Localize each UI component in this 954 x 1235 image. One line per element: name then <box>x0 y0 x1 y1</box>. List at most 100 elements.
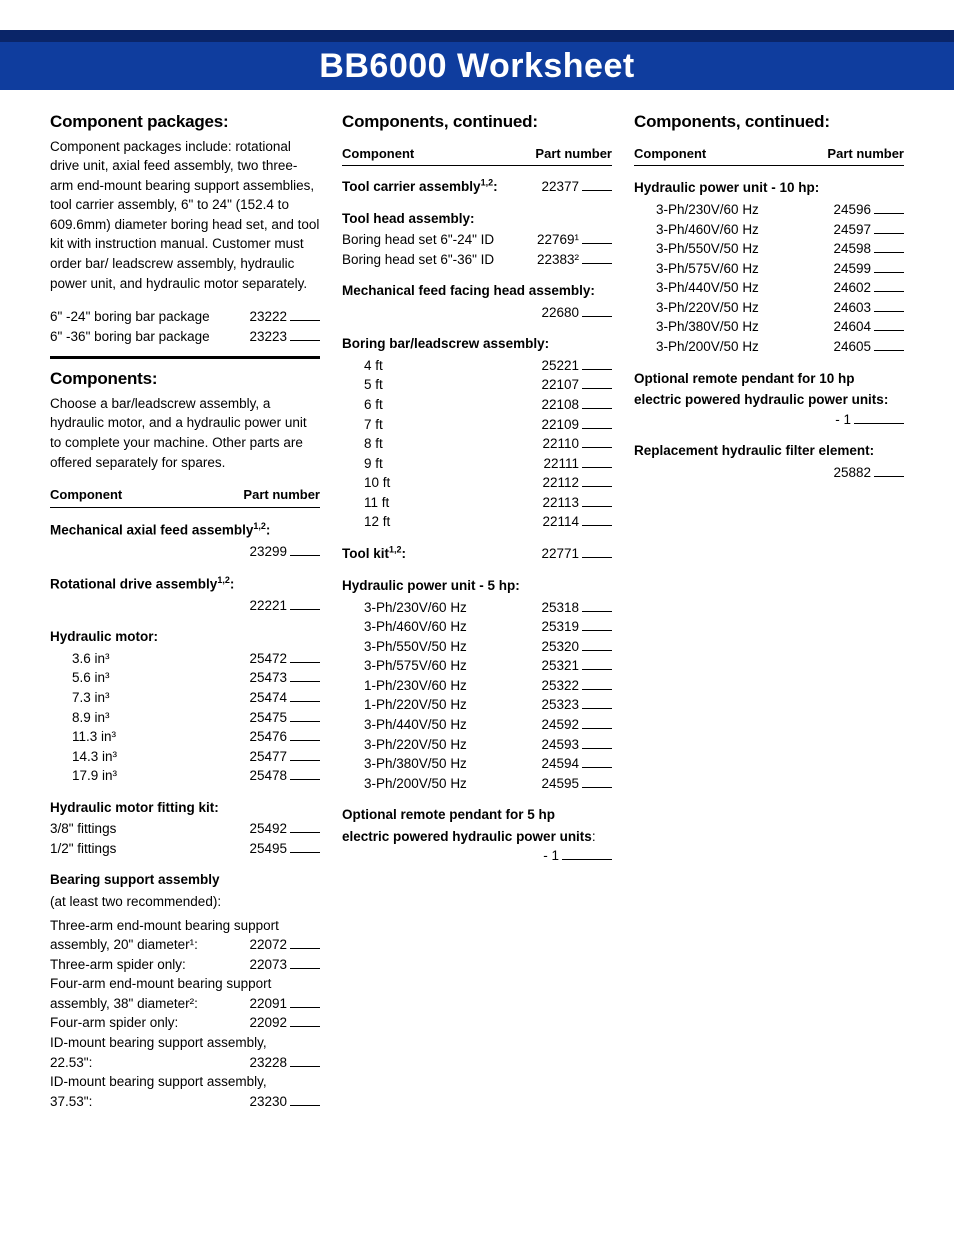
group-title: Hydraulic motor fitting kit: <box>50 798 320 818</box>
table-row: 3-Ph/220V/50 Hz24603 <box>634 298 904 318</box>
group-title: Tool head assembly: <box>342 209 612 229</box>
row-pn: 24592 <box>535 715 612 735</box>
row-label: 3-Ph/380V/50 Hz <box>342 754 535 774</box>
table-row: 3-Ph/575V/60 Hz25321 <box>342 656 612 676</box>
row-pn: 23299 <box>50 542 320 562</box>
pendant10-value: - 1 <box>634 410 904 430</box>
divider-rule <box>50 356 320 359</box>
content-columns: Component packages: Component packages i… <box>0 110 954 1151</box>
row-label: Three-arm spider only: <box>50 955 243 975</box>
table-row: 9 ft22111 <box>342 454 612 474</box>
table-row: 6" -24" boring bar package 23222 <box>50 307 320 327</box>
group-title: Mechanical axial feed assembly1,2: <box>50 520 320 540</box>
table-row: 12 ft22114 <box>342 512 612 532</box>
row-label: 3/8" fittings <box>50 819 243 839</box>
table-row: 3-Ph/440V/50 Hz24602 <box>634 278 904 298</box>
row-label: 8.9 in³ <box>50 708 243 728</box>
pendant5-value: - 1 <box>342 846 612 866</box>
row-label: 3-Ph/550V/50 Hz <box>634 239 827 259</box>
row-pn: 22092 <box>243 1013 320 1033</box>
table-row: Boring head set 6"-24" ID22769¹ <box>342 230 612 250</box>
row-label: 3-Ph/200V/50 Hz <box>634 337 827 357</box>
table-row: 3-Ph/440V/50 Hz24592 <box>342 715 612 735</box>
row-label: 6" -36" boring bar package <box>50 327 243 347</box>
heading-components: Components: <box>50 367 320 392</box>
row-label: assembly, 38" diameter²: <box>50 994 243 1014</box>
heading-components-continued: Components, continued: <box>634 110 904 135</box>
row-label: 1-Ph/230V/60 Hz <box>342 676 535 696</box>
row-pn: 22111 <box>537 454 612 474</box>
row-label: 8 ft <box>342 434 536 454</box>
table-row: 3-Ph/575V/60 Hz24599 <box>634 259 904 279</box>
row-pn: 24594 <box>535 754 612 774</box>
column-2: Components, continued: Component Part nu… <box>342 110 612 1111</box>
row-pn: 24605 <box>827 337 904 357</box>
row-label: Tool carrier assembly1,2: <box>342 176 535 196</box>
table-row: 4 ft25221 <box>342 356 612 376</box>
th-partnum: Part number <box>243 486 320 505</box>
row-pn: 23228 <box>243 1053 320 1073</box>
row-pn: 22221 <box>50 596 320 616</box>
row-label: 7 ft <box>342 415 535 435</box>
table-row: 3-Ph/460V/60 Hz25319 <box>342 617 612 637</box>
table-row: assembly, 38" diameter²:22091 <box>50 994 320 1014</box>
row-pn: 25221 <box>535 356 612 376</box>
row-label: 17.9 in³ <box>50 766 243 786</box>
table-row: Tool kit1,2: 22771 <box>342 544 612 564</box>
table-row: 8.9 in³25475 <box>50 708 320 728</box>
row-label: 10 ft <box>342 473 536 493</box>
table-row: 3.6 in³25472 <box>50 649 320 669</box>
bearing-note: (at least two recommended): <box>50 892 320 912</box>
column-3: Components, continued: Component Part nu… <box>634 110 904 1111</box>
row-label: assembly, 20" diameter¹: <box>50 935 243 955</box>
table-row: 3-Ph/380V/50 Hz24604 <box>634 317 904 337</box>
row-pn: 22109 <box>535 415 612 435</box>
table-row: 11 ft22113 <box>342 493 612 513</box>
row-pn: 25322 <box>535 676 612 696</box>
group-title: Hydraulic motor: <box>50 627 320 647</box>
row-label: 3-Ph/220V/50 Hz <box>634 298 827 318</box>
pendant10-line2: electric powered hydraulic power units: <box>634 390 904 410</box>
row-pn: 25476 <box>243 727 320 747</box>
group-title: Hydraulic power unit - 5 hp: <box>342 576 612 596</box>
group-title: Hydraulic power unit - 10 hp: <box>634 178 904 198</box>
row-label: 3-Ph/460V/60 Hz <box>342 617 535 637</box>
row-pn: 22113 <box>536 493 612 513</box>
bearing-row: Three-arm end-mount bearing support <box>50 916 320 936</box>
row-pn: 22680 <box>342 303 612 323</box>
row-label: 3-Ph/380V/50 Hz <box>634 317 827 337</box>
table-row: 5.6 in³25473 <box>50 668 320 688</box>
row-pn: 25472 <box>243 649 320 669</box>
row-pn: 24602 <box>827 278 904 298</box>
row-pn: 25475 <box>243 708 320 728</box>
row-label: 22.53": <box>50 1053 243 1073</box>
components-intro: Choose a bar/leadscrew assembly, a hydra… <box>50 394 320 472</box>
bearing-row: ID-mount bearing support assembly, <box>50 1072 320 1092</box>
table-row: 3-Ph/200V/50 Hz24595 <box>342 774 612 794</box>
table-row: 1/2" fittings25495 <box>50 839 320 859</box>
table-row: 6 ft22108 <box>342 395 612 415</box>
row-pn: 23223 <box>243 327 320 347</box>
table-row: 5 ft22107 <box>342 375 612 395</box>
table-row: 3-Ph/460V/60 Hz24597 <box>634 220 904 240</box>
row-pn: 24599 <box>827 259 904 279</box>
row-label: 7.3 in³ <box>50 688 243 708</box>
row-pn: 22114 <box>536 512 612 532</box>
package-rows: 6" -24" boring bar package 23222 6" -36"… <box>50 307 320 346</box>
heading-components-continued: Components, continued: <box>342 110 612 135</box>
row-label: 4 ft <box>342 356 535 376</box>
page-title: BB6000 Worksheet <box>319 47 634 86</box>
row-pn: 22091 <box>243 994 320 1014</box>
row-label: 11 ft <box>342 493 536 513</box>
table-row: 8 ft22110 <box>342 434 612 454</box>
table-row: 6" -36" boring bar package 23223 <box>50 327 320 347</box>
row-pn: 25495 <box>243 839 320 859</box>
th-partnum: Part number <box>535 145 612 164</box>
group-title: Rotational drive assembly1,2: <box>50 574 320 594</box>
row-pn: 22073 <box>243 955 320 975</box>
row-pn: 25474 <box>243 688 320 708</box>
row-label: Boring head set 6"-36" ID <box>342 250 531 270</box>
row-pn: 22771 <box>535 544 612 564</box>
row-pn: 22072 <box>243 935 320 955</box>
row-pn: 23230 <box>243 1092 320 1112</box>
